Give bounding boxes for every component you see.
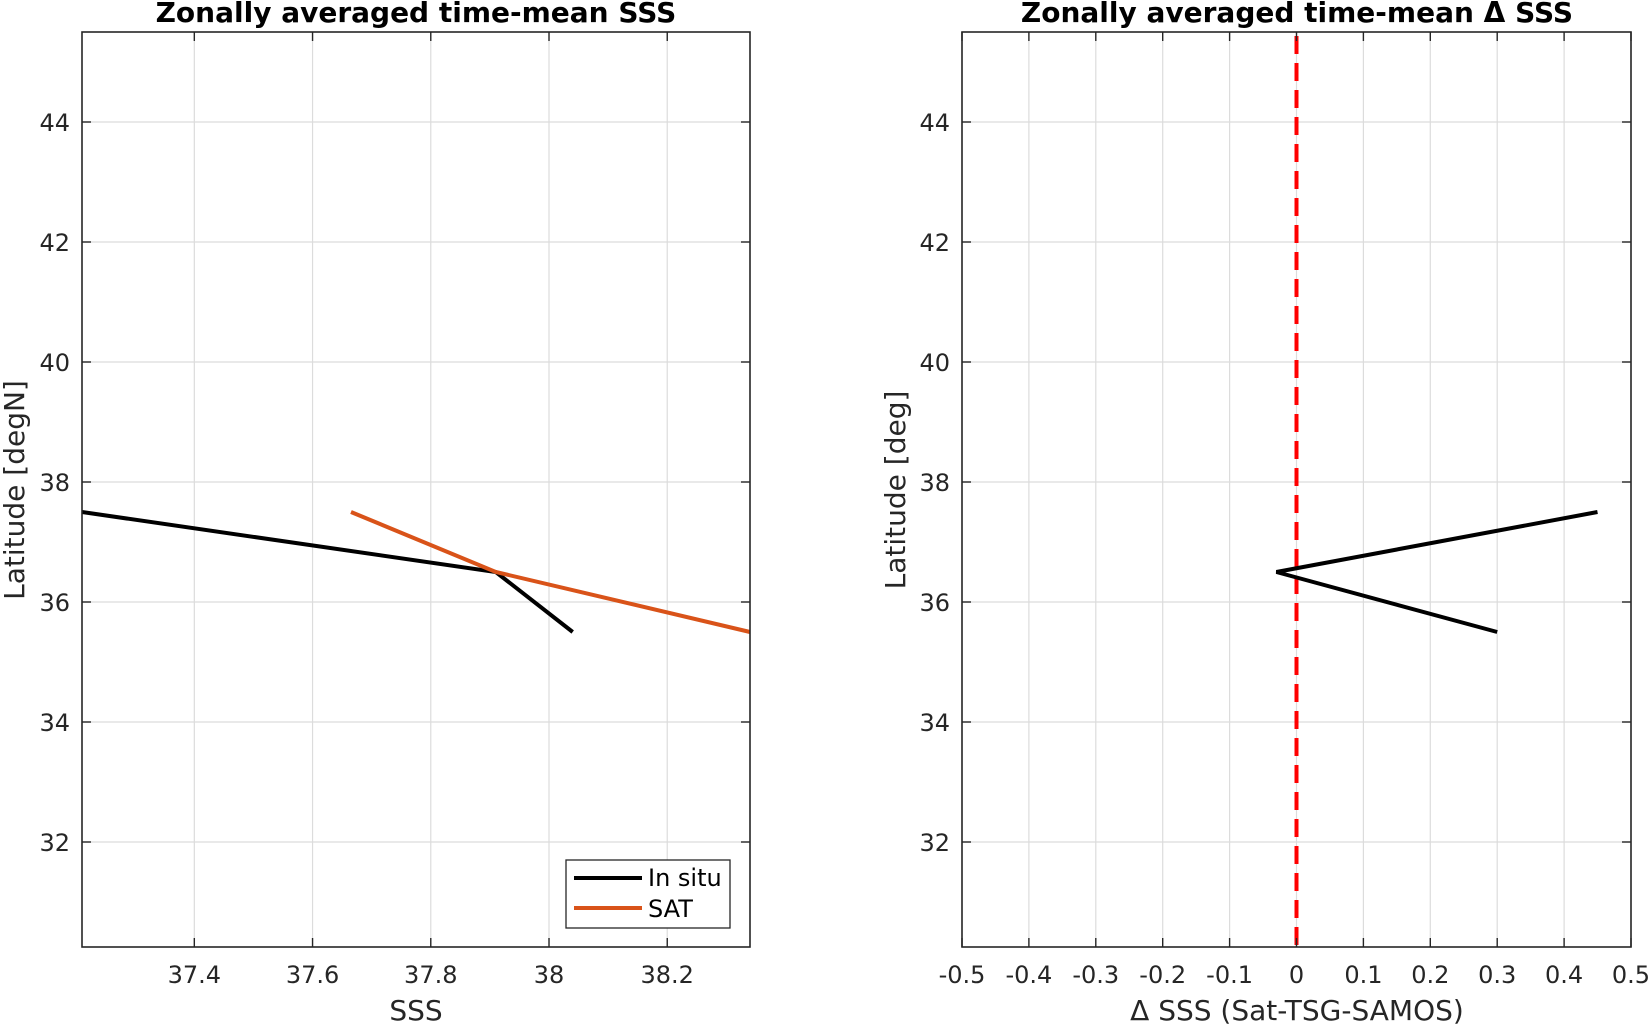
y-tick-label: 32 (919, 829, 950, 857)
x-tick-label: -0.4 (1005, 961, 1052, 989)
y-tick-label: 34 (919, 709, 950, 737)
axes-box (81, 31, 751, 948)
plot-area (82, 32, 750, 947)
y-tick-labels: 32 34 36 38 40 42 44 (39, 109, 70, 857)
y-tick-label: 42 (39, 229, 70, 257)
series-layer (1275, 510, 1598, 634)
y-tick-labels: 32 34 36 38 40 42 44 (919, 109, 950, 857)
grid-lines (82, 32, 750, 947)
y-tick-label: 42 (919, 229, 950, 257)
x-axis-label: Δ SSS (Sat-TSG-SAMOS) (1130, 994, 1464, 1025)
series-layer (81, 510, 751, 634)
x-tick-label: 0.2 (1411, 961, 1449, 989)
x-tick-labels: 37.4 37.6 37.8 38 38.2 (168, 961, 694, 989)
y-tick-label: 40 (39, 349, 70, 377)
x-tick-label: 38.2 (641, 961, 694, 989)
x-tick-label: -0.2 (1139, 961, 1186, 989)
x-axis-label: SSS (389, 994, 442, 1025)
y-tick-label: 44 (39, 109, 70, 137)
x-tick-label: 0.5 (1612, 961, 1650, 989)
x-tick-label: 37.6 (286, 961, 339, 989)
x-tick-label: 38 (534, 961, 565, 989)
x-tick-label: -0.3 (1072, 961, 1119, 989)
y-tick-label: 34 (39, 709, 70, 737)
series-line-sat (350, 510, 751, 634)
y-axis-label: Latitude [deg] (879, 391, 912, 590)
y-tick-label: 44 (919, 109, 950, 137)
delta-sss-panel: -0.5 -0.4 -0.3 -0.2 -0.1 0 0.1 0.2 0.3 0.4 0.5 323… (879, 0, 1650, 1025)
x-tick-label: 37.4 (168, 961, 221, 989)
x-tick-label: -0.1 (1206, 961, 1253, 989)
tick-marks (961, 32, 1632, 947)
series-line-delta (1275, 510, 1598, 634)
y-tick-label: 32 (39, 829, 70, 857)
y-axis-label: Latitude [degN] (0, 380, 31, 600)
y-tick-label: 38 (39, 469, 70, 497)
x-tick-label: 0 (1289, 961, 1304, 989)
legend-box (565, 859, 731, 929)
legend-label-in-situ: In situ (648, 864, 722, 892)
x-tick-label: -0.5 (939, 961, 986, 989)
y-tick-label: 40 (919, 349, 950, 377)
legend-label-sat: SAT (648, 895, 693, 923)
y-tick-label: 36 (39, 589, 70, 617)
y-tick-label: 38 (919, 469, 950, 497)
sss-panel: 37.4 37.6 37.8 38 38.2 32 34 36 38 40 42 44 Zonall… (0, 0, 751, 1025)
tick-marks (82, 32, 750, 947)
x-tick-labels: -0.5 -0.4 -0.3 -0.2 -0.1 0 0.1 0.2 0.3 0.4 0.5 (939, 961, 1651, 989)
x-tick-label: 37.8 (404, 961, 457, 989)
legend: In situ SAT (565, 859, 731, 929)
x-tick-label: 0.4 (1545, 961, 1583, 989)
y-tick-label: 36 (919, 589, 950, 617)
x-tick-label: 0.1 (1344, 961, 1382, 989)
chart-title: Zonally averaged time-mean Δ SSS (1021, 0, 1573, 29)
x-tick-label: 0.3 (1478, 961, 1516, 989)
chart-title: Zonally averaged time-mean SSS (156, 0, 677, 29)
